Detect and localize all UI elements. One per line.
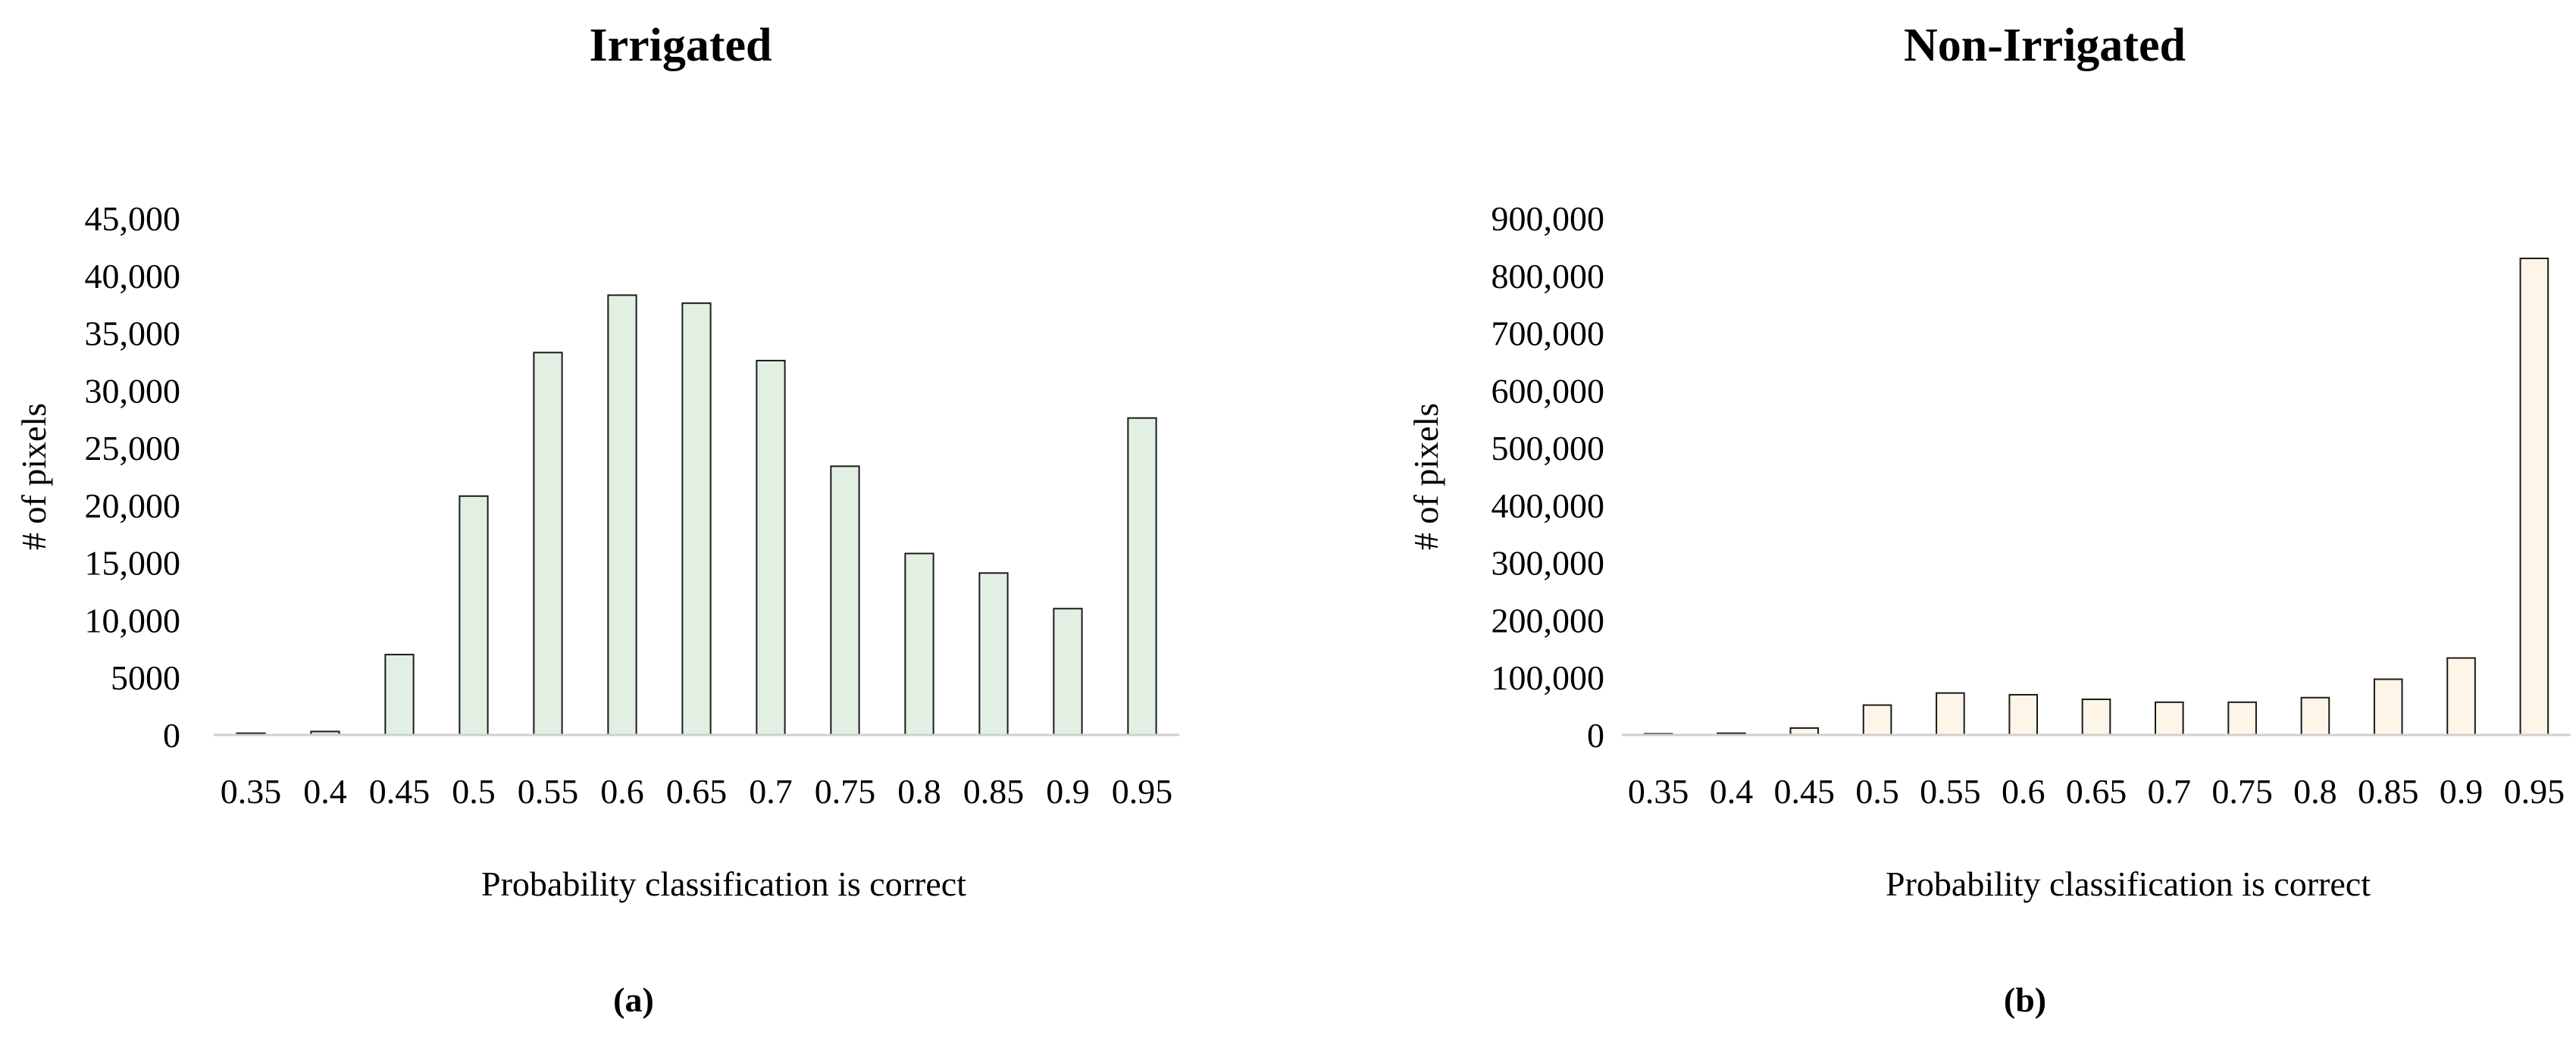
y-tick-label: 15,000	[85, 544, 181, 583]
bar	[2008, 693, 2038, 736]
x-tick-label: 0.8	[2293, 772, 2337, 811]
bar	[2081, 699, 2111, 736]
x-tick-label: 0.45	[1774, 772, 1836, 811]
y-tick-label: 800,000	[1491, 257, 1605, 295]
bar	[1936, 692, 1965, 736]
y-tick-label: 200,000	[1491, 601, 1605, 639]
x-tick-label: 0.85	[963, 772, 1025, 811]
bar	[1862, 704, 1892, 736]
y-tick-label: 10,000	[85, 601, 181, 639]
bar	[2446, 657, 2476, 736]
y-tick-label: 25,000	[85, 429, 181, 467]
y-tick-label: 40,000	[85, 257, 181, 295]
bar	[2519, 258, 2549, 736]
x-tick-label: 0.5	[452, 772, 496, 811]
x-tick-label: 0.5	[1855, 772, 1899, 811]
chart-irrigated: Irrigated # of pixels 0 5000 10,000 15,000 20,…	[14, 20, 1179, 1019]
bar	[607, 294, 637, 736]
y-tick-label: 0	[1587, 716, 1604, 755]
x-tick-label: 0.95	[2504, 772, 2565, 811]
y-tick-label: 100,000	[1491, 658, 1605, 697]
bar	[681, 302, 712, 736]
y-tick-label: 45,000	[85, 199, 181, 238]
x-axis-label: Probability classification is correct	[1886, 864, 2371, 903]
bar	[2300, 696, 2330, 736]
y-tick-label: 600,000	[1491, 371, 1605, 410]
y-axis-label: # of pixels	[14, 403, 53, 550]
x-tick-label: 0.8	[897, 772, 941, 811]
y-tick-label: 300,000	[1491, 544, 1605, 583]
bar	[384, 653, 415, 736]
x-tick-label: 0.95	[1112, 772, 1173, 811]
x-axis-label: Probability classification is correct	[481, 864, 966, 903]
y-tick-label: 30,000	[85, 371, 181, 410]
x-tick-label: 0.35	[221, 772, 282, 811]
y-axis-label: # of pixels	[1407, 403, 1445, 550]
x-tick-label: 0.55	[518, 772, 579, 811]
bar	[756, 359, 786, 736]
bar	[2227, 701, 2257, 736]
bar	[830, 465, 860, 736]
x-tick-label: 0.7	[2148, 772, 2192, 811]
x-tick-label: 0.85	[2358, 772, 2419, 811]
x-tick-label: 0.6	[600, 772, 644, 811]
x-tick-label: 0.35	[1628, 772, 1689, 811]
chart-title: Irrigated	[589, 20, 772, 71]
x-tick-label: 0.7	[749, 772, 793, 811]
x-tick-label: 0.65	[2066, 772, 2127, 811]
y-tick-label: 20,000	[85, 486, 181, 525]
y-tick-label: 5000	[111, 658, 180, 697]
y-tick-label: 400,000	[1491, 486, 1605, 525]
y-tick-label: 35,000	[85, 314, 181, 353]
x-tick-label: 0.75	[815, 772, 876, 811]
bar	[904, 552, 934, 736]
chart-non-irrigated: Non-Irrigated # of pixels 0 100,000 200,000 3…	[1407, 20, 2571, 1019]
bar	[533, 352, 563, 736]
bar	[2155, 701, 2184, 736]
y-tick-label: 900,000	[1491, 199, 1605, 238]
bar	[1053, 608, 1083, 736]
bar	[2373, 678, 2403, 736]
y-tick-label: 0	[163, 716, 180, 755]
x-tick-label: 0.9	[2440, 772, 2484, 811]
panel-label: (b)	[2004, 980, 2046, 1019]
panel-label: (a)	[613, 980, 654, 1019]
bar	[459, 495, 489, 736]
x-tick-label: 0.9	[1046, 772, 1090, 811]
x-tick-label: 0.75	[2211, 772, 2273, 811]
bar	[978, 572, 1009, 736]
x-tick-label: 0.45	[369, 772, 430, 811]
x-tick-label: 0.4	[1710, 772, 1754, 811]
y-tick-label: 700,000	[1491, 314, 1605, 353]
x-tick-label: 0.6	[2002, 772, 2045, 811]
chart-title: Non-Irrigated	[1904, 20, 2186, 71]
x-tick-label: 0.55	[1920, 772, 1981, 811]
y-tick-label: 500,000	[1491, 429, 1605, 467]
x-tick-label: 0.65	[666, 772, 728, 811]
x-tick-label: 0.4	[303, 772, 347, 811]
bar	[1127, 417, 1157, 736]
